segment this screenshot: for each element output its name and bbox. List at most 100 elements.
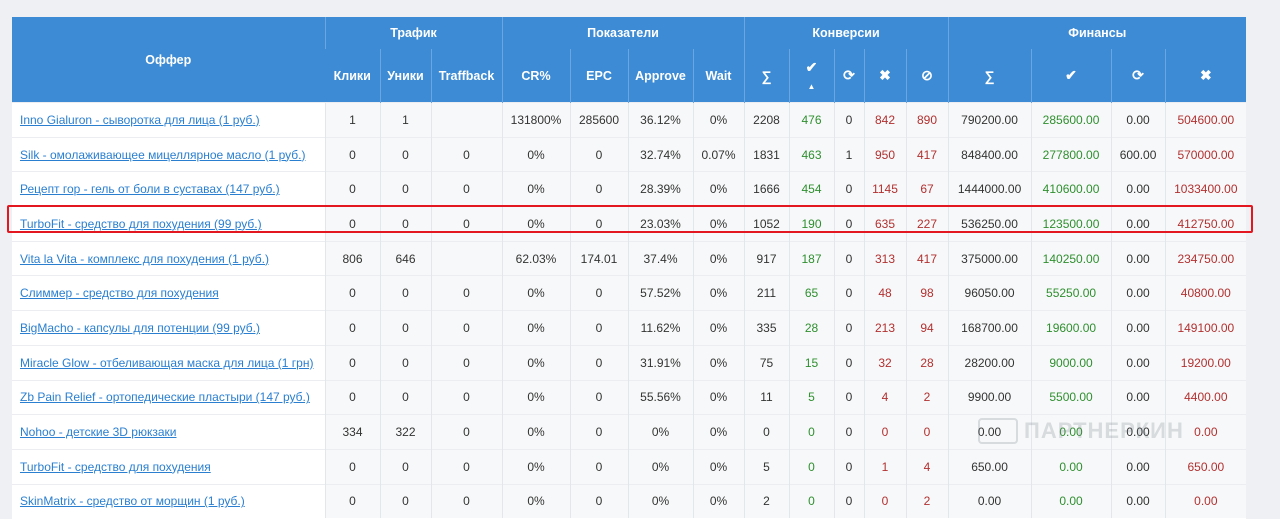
offer-cell: Слиммер - средство для похудения: [12, 275, 325, 311]
approve-cell: 0%: [627, 414, 693, 450]
offer-link[interactable]: Nohoo - детские 3D рюкзаки: [20, 425, 177, 440]
cr-cell: 0%: [501, 206, 570, 242]
cr-header[interactable]: CR%: [501, 49, 570, 103]
fin-pending-refresh-icon[interactable]: ⟳: [1110, 49, 1166, 103]
offer-link[interactable]: TurboFit - средство для похудения (99 ру…: [20, 216, 262, 231]
cr-cell: 0%: [501, 414, 570, 450]
cr-cell: 0%: [501, 171, 570, 207]
fin-rejected-close-icon[interactable]: ✖: [1164, 49, 1246, 103]
clicks-header[interactable]: Клики: [325, 49, 380, 103]
f-ok-cell: 0.00: [1030, 448, 1112, 485]
conv-pending-refresh-icon[interactable]: ⟳: [833, 49, 864, 103]
c-hold-cell: 0: [833, 448, 864, 485]
c-trash-cell: 28: [905, 344, 949, 380]
f-hold-cell: 600.00: [1110, 136, 1166, 172]
uniques-cell: 646: [379, 240, 431, 276]
conv-sum-icon[interactable]: ∑: [743, 49, 789, 103]
table-row: BigMacho - капсулы для потенции (99 руб.…: [12, 310, 1246, 346]
offer-link[interactable]: Silk - омолаживающее мицеллярное масло (…: [20, 147, 306, 162]
offer-cell: Inno Gialuron - сыворотка для лица (1 ру…: [12, 102, 325, 138]
traffback-cell: 0: [430, 344, 502, 380]
c-hold-cell: 1: [833, 136, 864, 172]
uniques-cell: 0: [379, 171, 431, 207]
epc-cell: 0: [569, 136, 628, 172]
c-ok-cell: 0: [788, 414, 834, 450]
f-rej-cell: 1033400.00: [1164, 171, 1246, 207]
cr-cell: 0%: [501, 448, 570, 485]
c-ok-cell: 454: [788, 171, 834, 207]
wait-header[interactable]: Wait: [692, 49, 744, 103]
traffback-cell: 0: [430, 414, 502, 450]
uniques-cell: 1: [379, 102, 431, 138]
sort-up-icon: ▲: [807, 82, 816, 91]
epc-cell: 0: [569, 448, 628, 485]
offer-header[interactable]: Оффер: [12, 17, 325, 103]
approve-header[interactable]: Approve: [627, 49, 693, 103]
conv-trash-ban-icon[interactable]: ⊘: [905, 49, 949, 103]
f-hold-cell: 0.00: [1110, 310, 1166, 346]
offer-link[interactable]: Miracle Glow - отбеливающая маска для ли…: [20, 355, 314, 370]
c-trash-cell: 890: [905, 102, 949, 138]
conv-rejected-close-icon[interactable]: ✖: [863, 49, 906, 103]
offer-link[interactable]: Vita la Vita - комплекс для похудения (1…: [20, 251, 269, 266]
f-ok-cell: 285600.00: [1030, 102, 1112, 138]
f-sum-cell: 28200.00: [947, 344, 1032, 380]
c-sum-cell: 335: [743, 310, 789, 346]
traffback-cell: 0: [430, 206, 502, 242]
offer-link[interactable]: Рецепт гор - гель от боли в суставах (14…: [20, 182, 280, 197]
offer-link[interactable]: TurboFit - средство для похудения: [20, 459, 211, 474]
c-hold-cell: 0: [833, 275, 864, 311]
offer-link[interactable]: Слиммер - средство для похудения: [20, 286, 219, 301]
c-trash-cell: 417: [905, 240, 949, 276]
f-ok-cell: 410600.00: [1030, 171, 1112, 207]
epc-cell: 0: [569, 310, 628, 346]
c-ok-cell: 187: [788, 240, 834, 276]
c-ok-cell: 15: [788, 344, 834, 380]
c-rej-cell: 0: [863, 414, 906, 450]
f-rej-cell: 40800.00: [1164, 275, 1246, 311]
c-sum-cell: 0: [743, 414, 789, 450]
offer-link[interactable]: Inno Gialuron - сыворотка для лица (1 ру…: [20, 112, 260, 127]
c-hold-cell: 0: [833, 379, 864, 415]
traffback-cell: 0: [430, 171, 502, 207]
clicks-cell: 0: [324, 344, 380, 380]
table-row: TurboFit - средство для похудения 0 0 0 0% 0 0…: [12, 448, 1246, 485]
table-row: Рецепт гор - гель от боли в суставах (14…: [12, 171, 1246, 207]
f-hold-cell: 0.00: [1110, 414, 1166, 450]
approve-cell: 0%: [627, 483, 693, 519]
f-sum-cell: 536250.00: [947, 206, 1032, 242]
epc-cell: 285600: [569, 102, 628, 138]
table-row: TurboFit - средство для похудения (99 ру…: [12, 206, 1246, 242]
c-sum-cell: 5: [743, 448, 789, 485]
epc-header[interactable]: EPC: [569, 49, 628, 103]
offer-link[interactable]: SkinMatrix - средство от морщин (1 руб.): [20, 494, 245, 509]
f-hold-cell: 0.00: [1110, 344, 1166, 380]
c-sum-cell: 11: [743, 379, 789, 415]
f-rej-cell: 234750.00: [1164, 240, 1246, 276]
wait-cell: 0%: [692, 448, 744, 485]
traffback-cell: 0: [430, 379, 502, 415]
epc-cell: 0: [569, 483, 628, 519]
c-ok-cell: 476: [788, 102, 834, 138]
offer-link[interactable]: BigMacho - капсулы для потенции (99 руб.…: [20, 320, 260, 335]
fin-approved-check-icon[interactable]: ✔: [1030, 49, 1112, 103]
uniques-header[interactable]: Уники: [379, 49, 431, 103]
f-ok-cell: 140250.00: [1030, 240, 1112, 276]
offer-link[interactable]: Zb Pain Relief - ортопедические пластыри…: [20, 390, 310, 405]
c-trash-cell: 2: [905, 483, 949, 519]
c-ok-cell: 0: [788, 483, 834, 519]
cr-cell: 0%: [501, 344, 570, 380]
wait-cell: 0%: [692, 206, 744, 242]
f-sum-cell: 96050.00: [947, 275, 1032, 311]
traffback-header[interactable]: Traffback: [430, 49, 502, 103]
conv-approved-check-icon[interactable]: ✔ ▲: [788, 49, 834, 103]
fin-sum-icon[interactable]: ∑: [947, 49, 1032, 103]
offer-cell: Nohoo - детские 3D рюкзаки: [12, 414, 325, 450]
f-sum-cell: 848400.00: [947, 136, 1032, 172]
offer-stats-table: Оффер Трафик Показатели Конверсии Финанс…: [12, 17, 1246, 519]
clicks-cell: 0: [324, 310, 380, 346]
clicks-cell: 0: [324, 275, 380, 311]
table-row: Nohoo - детские 3D рюкзаки 334 322 0 0% 0 0% 0%…: [12, 414, 1246, 450]
c-rej-cell: 0: [863, 483, 906, 519]
cr-cell: 0%: [501, 136, 570, 172]
